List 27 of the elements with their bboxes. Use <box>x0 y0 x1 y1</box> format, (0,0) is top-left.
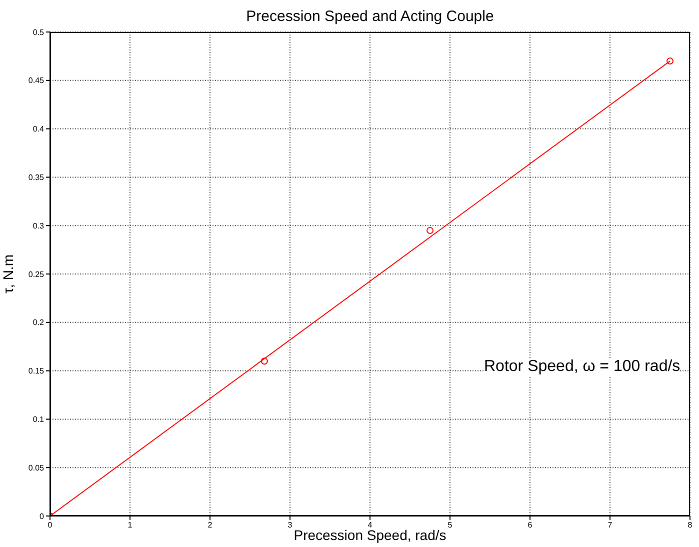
y-tick-label: 0.1 <box>32 415 45 424</box>
y-tick-label: 0.45 <box>28 76 45 86</box>
chart-title: Precession Speed and Acting Couple <box>245 8 495 25</box>
x-axis-title: Precession Speed, rad/s <box>294 527 446 543</box>
y-tick-label: 0.2 <box>32 318 45 328</box>
y-tick-label: 0.15 <box>28 366 45 376</box>
y-tick-label: 0.4 <box>32 124 45 134</box>
x-tick-label: 5 <box>448 520 453 530</box>
y-tick-label: 0.3 <box>32 221 45 230</box>
point <box>666 58 674 65</box>
y-axis-title: τ, N.m <box>0 254 16 294</box>
y-tick-label: 0.35 <box>28 173 45 182</box>
x-tick-label: 1 <box>128 520 133 530</box>
y-tick-label: 0.25 <box>28 270 45 279</box>
point <box>426 226 434 234</box>
x-tick-label: 6 <box>528 520 533 530</box>
x-tick-label: 2 <box>208 520 213 530</box>
x-tick-label: 4 <box>368 520 373 530</box>
x-tick-label: 8 <box>688 520 693 530</box>
y-tick-label: 0 <box>40 512 45 521</box>
annotation: Rotor Speed, ω = 100 rad/s <box>484 358 680 376</box>
y-tick-label: 0.5 <box>32 28 45 37</box>
y-tick-label: 0.05 <box>28 463 45 472</box>
point <box>260 358 268 365</box>
x-tick-label: 0 <box>48 520 53 530</box>
x-tick-label: 7 <box>608 520 613 530</box>
x-tick-label: 3 <box>288 520 293 530</box>
